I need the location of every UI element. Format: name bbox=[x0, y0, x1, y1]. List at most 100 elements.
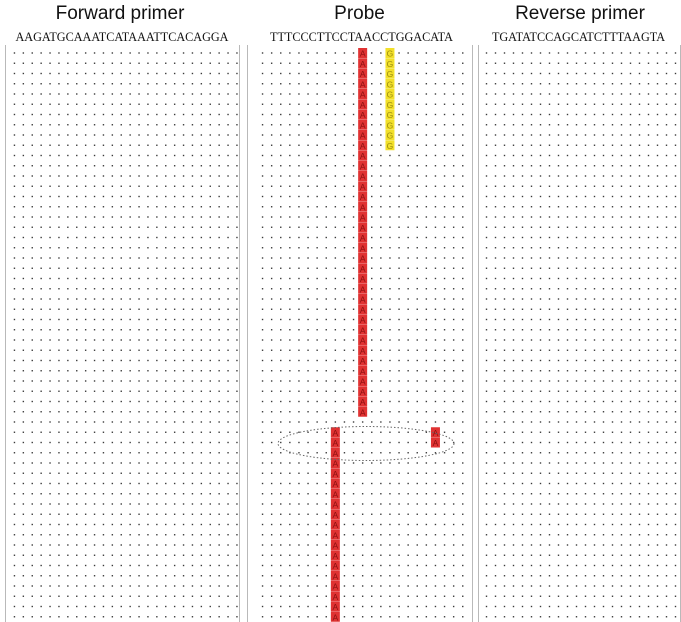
mismatch-letter: A bbox=[333, 428, 339, 438]
mismatch-letter: G bbox=[387, 90, 394, 100]
mismatch-letter: G bbox=[387, 49, 394, 59]
mismatch-letter: A bbox=[360, 397, 366, 407]
mismatch-highlight bbox=[330, 581, 340, 591]
mismatch-letter: G bbox=[387, 69, 394, 79]
mismatch-highlight bbox=[330, 427, 340, 438]
mismatch-highlight bbox=[385, 78, 395, 89]
highlight-ellipse bbox=[277, 426, 455, 461]
mismatch-letter: A bbox=[360, 223, 366, 233]
alignment-grid bbox=[13, 52, 238, 618]
mismatch-highlight bbox=[358, 273, 368, 284]
mismatch-highlight bbox=[358, 48, 368, 58]
mismatch-letter: G bbox=[387, 110, 394, 120]
mismatch-highlight bbox=[330, 550, 340, 561]
mismatch-highlight bbox=[358, 355, 368, 366]
mismatch-highlight bbox=[358, 89, 368, 99]
mismatch-highlight bbox=[358, 406, 368, 417]
mismatch-highlight bbox=[358, 376, 368, 386]
mismatch-highlight bbox=[330, 468, 340, 479]
mismatch-highlight bbox=[385, 119, 395, 130]
mismatch-highlight bbox=[358, 396, 368, 407]
mismatch-highlight bbox=[358, 294, 368, 304]
mismatch-letter: A bbox=[360, 202, 366, 212]
mismatch-letter: A bbox=[360, 295, 366, 305]
mismatch-highlight bbox=[330, 601, 340, 612]
mismatch-letter: A bbox=[333, 479, 339, 489]
mismatch-highlight bbox=[358, 222, 368, 233]
mismatch-letter: A bbox=[360, 387, 366, 397]
mismatch-highlight bbox=[430, 437, 440, 448]
mismatch-highlight bbox=[358, 78, 368, 89]
mismatch-letter: A bbox=[333, 469, 339, 479]
mismatch-letter: A bbox=[360, 69, 366, 79]
mismatch-letter: A bbox=[333, 612, 339, 622]
mismatch-letter: A bbox=[360, 264, 366, 274]
mismatch-letter: A bbox=[360, 90, 366, 100]
mismatch-letter: A bbox=[360, 161, 366, 171]
mismatch-highlight bbox=[385, 99, 395, 110]
mismatch-highlight bbox=[358, 212, 368, 222]
mismatch-letter: A bbox=[333, 561, 339, 571]
mismatch-letter: A bbox=[333, 500, 339, 510]
mismatch-highlight bbox=[430, 427, 440, 438]
mismatch-letter: A bbox=[360, 305, 366, 315]
mismatch-letter: A bbox=[360, 254, 366, 264]
mismatch-highlight bbox=[358, 191, 368, 202]
mismatch-letter: A bbox=[360, 49, 366, 59]
mismatch-letter: A bbox=[333, 448, 339, 458]
mismatch-highlight bbox=[358, 150, 368, 161]
panel-title-forward: Forward primer bbox=[55, 3, 185, 24]
mismatch-highlight bbox=[385, 89, 395, 99]
mismatch-letter: A bbox=[433, 428, 439, 438]
mismatch-letter: A bbox=[360, 100, 366, 110]
mismatch-highlight bbox=[330, 570, 340, 581]
match-dots bbox=[485, 52, 677, 618]
mismatch-highlight bbox=[358, 232, 368, 243]
mismatch-highlight bbox=[358, 109, 368, 120]
alignment-grid: A GA GA GA GA GA GA GA GA GA GAAAAAAAAAAAAAAAAAAAA… bbox=[261, 48, 464, 622]
mismatch-highlight bbox=[358, 263, 368, 274]
match-dots bbox=[13, 52, 238, 618]
mismatch-letter: A bbox=[333, 530, 339, 540]
mismatch-highlight bbox=[330, 458, 340, 468]
mismatch-highlight bbox=[358, 304, 368, 315]
mismatch-letter: A bbox=[360, 141, 366, 151]
alignment-panel-forward bbox=[5, 45, 240, 622]
mismatch-letter: A bbox=[360, 366, 366, 376]
mismatch-highlight bbox=[330, 499, 340, 509]
alignment-grid bbox=[485, 52, 677, 618]
mismatch-highlight bbox=[358, 283, 368, 294]
mismatch-letter: A bbox=[333, 489, 339, 499]
mismatch-highlight bbox=[358, 242, 368, 253]
alignment-panel-reverse bbox=[478, 45, 681, 622]
mismatch-highlight bbox=[385, 68, 395, 79]
mismatch-highlight bbox=[330, 540, 340, 550]
mismatch-highlight bbox=[358, 58, 368, 69]
mismatch-highlight bbox=[330, 529, 340, 540]
mismatch-letter: A bbox=[360, 407, 366, 417]
mismatch-highlight bbox=[358, 386, 368, 397]
mismatch-highlight bbox=[358, 68, 368, 79]
mismatch-highlight bbox=[330, 519, 340, 530]
mismatch-letter: A bbox=[333, 582, 339, 592]
mismatch-letter: A bbox=[360, 325, 366, 335]
mismatch-letter: G bbox=[387, 100, 394, 110]
mismatch-letter: A bbox=[360, 213, 366, 223]
mismatch-highlight bbox=[358, 253, 368, 263]
mismatch-highlight bbox=[358, 160, 368, 171]
mismatch-highlight bbox=[358, 335, 368, 345]
mismatch-highlight bbox=[385, 140, 395, 151]
mismatch-letter: A bbox=[360, 377, 366, 387]
mismatch-letter: A bbox=[360, 192, 366, 202]
mismatch-highlight bbox=[358, 324, 368, 335]
mismatch-letter: G bbox=[387, 141, 394, 151]
mismatch-highlight bbox=[358, 345, 368, 356]
mismatch-letter: A bbox=[333, 592, 339, 602]
mismatch-highlight bbox=[330, 611, 340, 622]
mismatch-letter: A bbox=[360, 131, 366, 141]
mismatch-highlight bbox=[358, 314, 368, 325]
mismatch-letter: A bbox=[333, 551, 339, 561]
mismatch-highlight bbox=[330, 437, 340, 448]
